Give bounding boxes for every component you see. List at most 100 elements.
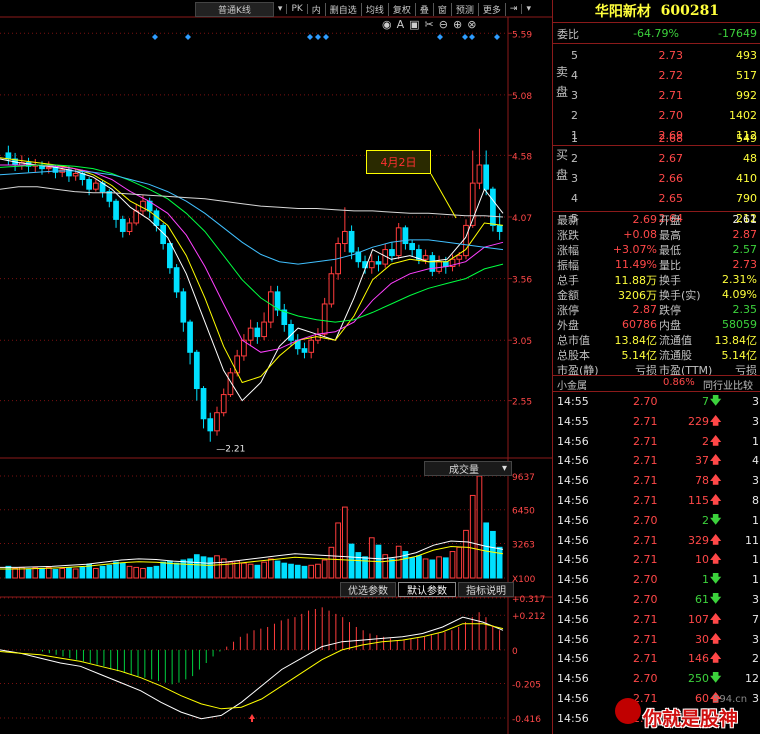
quote-label: 最低 xyxy=(659,243,681,257)
toolbar-item-inner[interactable]: 内 xyxy=(308,2,326,16)
tick-time: 14:56 xyxy=(557,513,589,527)
preferred-params-button[interactable]: 优选参数 xyxy=(340,582,396,597)
toolbar-item-overlay[interactable]: 叠 xyxy=(416,2,434,16)
event-marker-icon[interactable] xyxy=(152,34,158,40)
quote-row: 涨幅 +3.07% 最低 2.57 xyxy=(553,242,760,257)
tick-time: 14:56 xyxy=(557,672,589,686)
minus-icon[interactable]: ⊖ xyxy=(438,18,448,31)
tick-row: 14:56 2.70 2 🡇 1 xyxy=(553,511,760,530)
tick-price: 2.71 xyxy=(633,692,658,705)
bid-volume: 212 xyxy=(736,212,757,225)
ask-price: 2.69 xyxy=(658,129,684,142)
candle-body xyxy=(341,230,348,245)
candle-body xyxy=(382,249,389,265)
candle-body xyxy=(355,251,362,263)
ask-level: 3 xyxy=(571,89,578,102)
candle-body xyxy=(106,191,113,202)
tick-count: 12 xyxy=(745,672,759,686)
toolbar-item-more[interactable]: 更多 xyxy=(479,2,506,16)
toolbar-item-window[interactable]: 窗 xyxy=(434,2,452,16)
bid-level: 2 xyxy=(571,152,578,165)
event-marker-icon[interactable] xyxy=(462,34,468,40)
volume-tick-label: X100 xyxy=(512,575,536,585)
volume-bar xyxy=(39,567,45,579)
event-marker-icon[interactable] xyxy=(307,34,313,40)
candle-body xyxy=(167,243,173,269)
volume-bar xyxy=(490,530,496,579)
indicator-help-button[interactable]: 指标说明 xyxy=(458,582,514,597)
volume-bar xyxy=(328,546,335,579)
tick-volume: 60 xyxy=(695,692,709,705)
quote-value: 13.84亿 xyxy=(714,333,758,347)
event-marker-icon[interactable] xyxy=(437,34,443,40)
tick-time: 14:56 xyxy=(557,711,589,725)
toolbar-item-adjust[interactable]: 复权 xyxy=(389,2,416,16)
bid-volume: 410 xyxy=(736,172,757,185)
volume-bar xyxy=(496,546,503,579)
tick-volume: 2 xyxy=(702,434,709,448)
volume-bar xyxy=(72,568,79,579)
ask-price: 2.70 xyxy=(658,109,684,122)
chart-type-dropdown-icon[interactable]: ▾ xyxy=(274,4,288,14)
quote-row: 涨停 2.87 跌停 2.35 xyxy=(553,302,760,317)
ask-volume: 112 xyxy=(736,129,757,142)
price-tick-label: 5.59 xyxy=(512,30,532,40)
tab-industry[interactable]: 小金属 xyxy=(557,381,587,392)
toolbar-item-pk[interactable]: PK xyxy=(287,4,308,14)
quote-value: 2.57 xyxy=(732,243,758,256)
stock-name: 华阳新材 xyxy=(594,4,651,20)
toolbar-item-forecast[interactable]: 预测 xyxy=(452,2,479,16)
quote-row: 最新 2.69 开盘 2.61 xyxy=(553,212,760,227)
candle-body xyxy=(476,164,483,184)
circle-x-icon[interactable]: ⊗ xyxy=(467,18,477,31)
toolbar-expand-icon[interactable]: ⇥ xyxy=(506,4,523,14)
arrow-up-icon: 🡅 xyxy=(710,453,722,467)
candle-body xyxy=(267,291,274,323)
event-marker-icon[interactable] xyxy=(315,34,321,40)
event-marker-icon[interactable] xyxy=(185,34,191,40)
event-marker-icon[interactable] xyxy=(494,34,500,40)
ma-line xyxy=(0,170,504,265)
arrow-up-icon: 🡅 xyxy=(710,651,722,665)
industry-pct: 0.86% xyxy=(663,377,695,388)
candle-body xyxy=(173,267,180,293)
weibi-row: 委比 -64.79% -17649 xyxy=(553,24,760,43)
toolbar-item-remove-watch[interactable]: 删自选 xyxy=(326,2,362,16)
bid-row: 5 2.64 212 xyxy=(553,209,760,228)
eye-icon[interactable]: ◉ xyxy=(382,18,392,31)
candle-body xyxy=(321,303,328,335)
quote-label: 总市值 xyxy=(557,333,590,347)
toolbar-item-ma[interactable]: 均线 xyxy=(362,2,389,16)
default-params-button[interactable]: 默认参数 xyxy=(398,582,456,597)
candle-body xyxy=(422,255,429,260)
event-marker-icon[interactable] xyxy=(469,34,475,40)
volume-bar xyxy=(335,522,341,579)
tab-peer-compare[interactable]: 同行业比较 xyxy=(703,381,753,392)
quote-label: 涨停 xyxy=(557,303,579,317)
weibi-pct: -64.79% xyxy=(633,27,679,40)
tick-row: 14:56 2.71 115 🡅 8 xyxy=(553,491,760,510)
volume-bar xyxy=(341,506,348,579)
toolbar-dropdown-icon[interactable]: ▾ xyxy=(526,4,531,14)
chart-type-select[interactable]: 普通K线 xyxy=(195,1,274,17)
volume-bar xyxy=(308,564,315,579)
candle-body xyxy=(92,182,99,190)
ask-row: 5 2.73 493 xyxy=(553,46,760,65)
volume-selector[interactable]: 成交量 ▾ xyxy=(424,461,512,476)
lock-icon[interactable]: ▣ xyxy=(409,18,420,31)
candle-body xyxy=(483,164,490,190)
ask-price: 2.72 xyxy=(658,69,684,82)
event-marker-icon[interactable] xyxy=(323,34,329,40)
quote-value: 13.84亿 xyxy=(614,333,658,347)
divider xyxy=(553,43,760,44)
tick-volume: 7 xyxy=(702,395,709,408)
candle-body xyxy=(187,321,193,353)
plus-icon[interactable]: ⊕ xyxy=(452,18,463,31)
bid-price: 2.64 xyxy=(658,212,684,225)
scissors-icon[interactable]: ✂ xyxy=(424,18,434,31)
chart-svg[interactable]: 5.59 5.08 4.58 4.07 3.56 3.05 2.55 —2.21 9637 645… xyxy=(0,0,552,734)
font-icon[interactable]: A xyxy=(396,18,405,31)
bid-price: 2.65 xyxy=(658,192,684,205)
tick-price: 2.71 xyxy=(633,494,658,507)
volume-bar xyxy=(409,557,416,579)
